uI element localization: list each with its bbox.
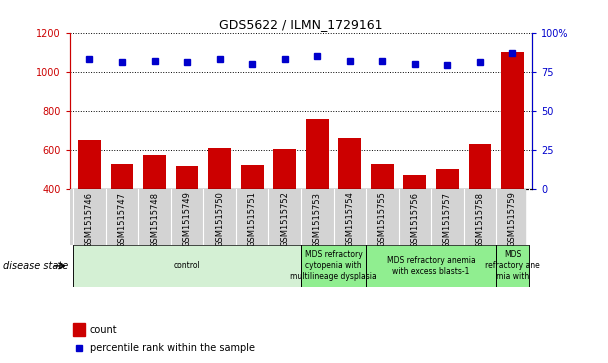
Title: GDS5622 / ILMN_1729161: GDS5622 / ILMN_1729161: [219, 19, 382, 32]
Bar: [306, 119, 328, 267]
Text: MDS refractory anemia
with excess blasts-1: MDS refractory anemia with excess blasts…: [387, 256, 475, 276]
Text: GSM1515757: GSM1515757: [443, 192, 452, 248]
Bar: [208, 148, 231, 267]
Bar: [501, 52, 524, 267]
Text: GSM1515756: GSM1515756: [410, 192, 420, 248]
Bar: [176, 166, 198, 267]
Text: GSM1515749: GSM1515749: [182, 192, 192, 248]
Bar: [274, 149, 296, 267]
Bar: [469, 144, 491, 267]
Text: GSM1515750: GSM1515750: [215, 192, 224, 248]
Text: GSM1515755: GSM1515755: [378, 192, 387, 248]
Bar: [241, 166, 263, 267]
Text: GSM1515753: GSM1515753: [313, 192, 322, 248]
Bar: [111, 164, 133, 267]
Text: control: control: [174, 261, 201, 270]
Text: GSM1515748: GSM1515748: [150, 192, 159, 248]
Text: GSM1515746: GSM1515746: [85, 192, 94, 248]
Bar: [339, 138, 361, 267]
Bar: [371, 164, 394, 267]
Bar: [78, 140, 101, 267]
Bar: [73, 245, 301, 287]
Bar: [366, 245, 496, 287]
Text: count: count: [90, 325, 117, 335]
Text: GSM1515751: GSM1515751: [247, 192, 257, 248]
Text: GSM1515747: GSM1515747: [117, 192, 126, 248]
Bar: [143, 155, 166, 267]
Text: disease state: disease state: [3, 261, 68, 271]
Text: MDS refractory
cytopenia with
multilineage dysplasia: MDS refractory cytopenia with multilinea…: [290, 250, 377, 281]
Bar: [404, 175, 426, 267]
Text: GSM1515758: GSM1515758: [475, 192, 485, 248]
Bar: [73, 323, 85, 336]
Text: MDS
refractory ane
mia with: MDS refractory ane mia with: [485, 250, 540, 281]
Bar: [436, 169, 459, 267]
Bar: [496, 245, 529, 287]
Text: GSM1515754: GSM1515754: [345, 192, 354, 248]
Text: percentile rank within the sample: percentile rank within the sample: [90, 343, 255, 353]
Bar: [301, 245, 366, 287]
Text: GSM1515752: GSM1515752: [280, 192, 289, 248]
Text: GSM1515759: GSM1515759: [508, 192, 517, 248]
